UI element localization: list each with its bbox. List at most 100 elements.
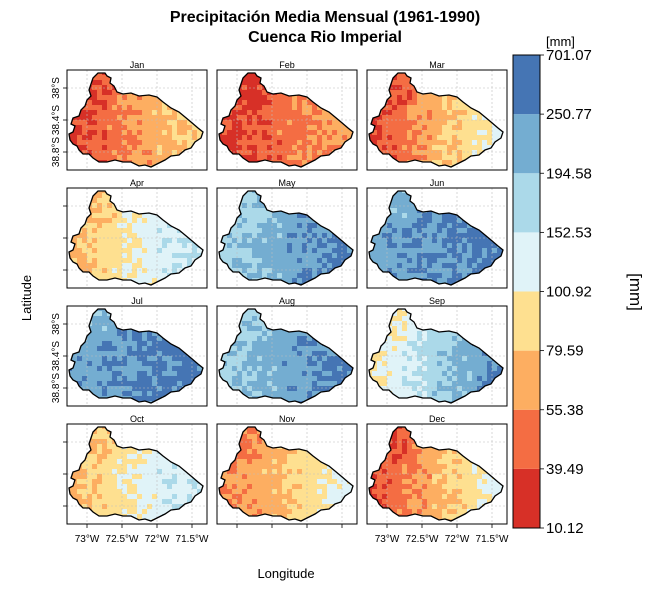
raster-cell (287, 316, 292, 321)
raster-cell (477, 218, 482, 223)
raster-cell (137, 140, 142, 145)
raster-cell (377, 120, 382, 125)
raster-cell (202, 198, 203, 203)
raster-cell (402, 238, 407, 243)
raster-cell (447, 75, 452, 80)
raster-cell (407, 233, 412, 238)
raster-cell (422, 346, 427, 351)
raster-cell (282, 150, 287, 155)
raster-cell (297, 248, 302, 253)
raster-cell (297, 336, 302, 341)
raster-cell (492, 73, 497, 75)
raster-cell (402, 346, 407, 351)
raster-cell (277, 110, 282, 115)
raster-cell (222, 331, 227, 336)
raster-cell (302, 396, 307, 401)
raster-cell (222, 278, 227, 283)
raster-cell (347, 193, 352, 198)
raster-cell (177, 150, 182, 155)
raster-cell (332, 346, 337, 351)
raster-cell (262, 268, 267, 273)
raster-cell (197, 346, 202, 351)
raster-cell (422, 336, 427, 341)
raster-cell (237, 145, 242, 150)
raster-cell (137, 238, 142, 243)
raster-cell (167, 336, 172, 341)
raster-cell (172, 150, 177, 155)
raster-cell (332, 273, 337, 278)
raster-cell (102, 371, 107, 376)
raster-cell (102, 309, 107, 311)
raster-cell (262, 90, 267, 95)
raster-cell (342, 346, 347, 351)
raster-cell (397, 253, 402, 258)
raster-cell (187, 85, 192, 90)
raster-cell (347, 283, 352, 285)
raster-cell (492, 218, 497, 223)
raster-cell (382, 341, 387, 346)
raster-cell (487, 85, 492, 90)
raster-cell (182, 356, 187, 361)
raster-cell (302, 263, 307, 268)
raster-cell (102, 268, 107, 273)
raster-cell (292, 100, 297, 105)
raster-cell (317, 356, 322, 361)
raster-cell (497, 263, 502, 268)
raster-cell (219, 243, 222, 248)
raster-cell (437, 80, 442, 85)
raster-cell (157, 283, 162, 285)
raster-cell (107, 366, 112, 371)
raster-cell (92, 80, 97, 85)
raster-cell (157, 120, 162, 125)
raster-cell (262, 351, 267, 356)
raster-cell (162, 331, 167, 336)
raster-cell (492, 198, 497, 203)
raster-cell (282, 73, 287, 75)
panel-border (216, 69, 358, 171)
raster-cell (147, 203, 152, 208)
raster-cell (107, 140, 112, 145)
raster-cell (302, 346, 307, 351)
raster-cell (82, 105, 87, 110)
raster-cell (242, 361, 247, 366)
raster-cell (177, 90, 182, 95)
raster-cell (332, 95, 337, 100)
raster-cell (82, 366, 87, 371)
raster-cell (452, 258, 457, 263)
raster-cell (132, 366, 137, 371)
raster-cell (232, 228, 237, 233)
raster-cell (247, 336, 252, 341)
raster-cell (372, 223, 377, 228)
raster-cell (267, 125, 272, 130)
raster-cell (277, 361, 282, 366)
raster-cell (77, 80, 82, 85)
raster-cell (227, 258, 232, 263)
raster-cell (172, 140, 177, 145)
raster-cell (287, 150, 292, 155)
raster-cell (172, 100, 177, 105)
raster-cell (157, 268, 162, 273)
raster-cell (442, 198, 447, 203)
raster-cell (232, 85, 237, 90)
raster-cell (247, 401, 252, 403)
raster-cell (382, 258, 387, 263)
raster-cell (197, 145, 202, 150)
raster-cell (117, 331, 122, 336)
panel-label-jul: Jul (131, 296, 143, 306)
raster-cell (277, 258, 282, 263)
raster-cell (219, 125, 222, 130)
raster-cell (187, 198, 192, 203)
raster-cell (192, 386, 197, 391)
raster-cell (427, 371, 432, 376)
raster-cell (142, 376, 147, 381)
raster-cell (387, 228, 392, 233)
raster-cell (457, 243, 462, 248)
raster-cell (322, 278, 327, 283)
raster-cell (292, 228, 297, 233)
raster-cell (369, 391, 372, 396)
raster-cell (432, 213, 437, 218)
raster-cell (392, 361, 397, 366)
raster-cell (332, 326, 337, 331)
raster-cell (177, 396, 182, 401)
raster-cell (287, 95, 292, 100)
